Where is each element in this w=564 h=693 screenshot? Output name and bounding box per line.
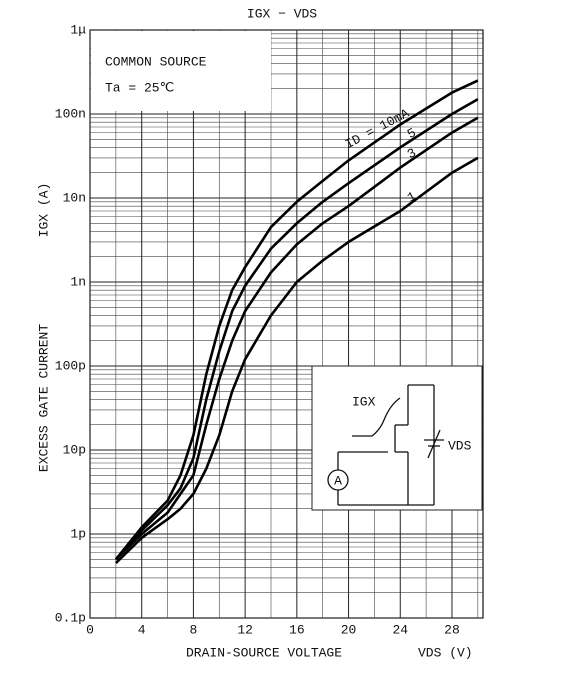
- series-label: 3: [405, 145, 419, 162]
- x-tick-label: 16: [289, 622, 305, 637]
- x-axis-label: DRAIN-SOURCE VOLTAGE: [186, 645, 342, 660]
- x-tick-label: 0: [86, 622, 94, 637]
- inset-box: [311, 365, 483, 511]
- y-tick-label: 100p: [55, 358, 86, 373]
- y-tick-label: 1μ: [70, 22, 86, 37]
- plot-frame: [89, 29, 484, 619]
- y-axis-label: EXCESS GATE CURRENT: [36, 324, 51, 472]
- x-tick-label: 4: [138, 622, 146, 637]
- y-tick-label: 1n: [70, 274, 86, 289]
- inset-label: IGX: [352, 394, 376, 409]
- grid: [89, 29, 484, 619]
- x-tick-label: 24: [392, 622, 408, 637]
- y-tick-label: 1p: [70, 526, 86, 541]
- y-tick-label: 10n: [63, 190, 86, 205]
- series-line: [114, 79, 479, 561]
- x-tick-label: 20: [341, 622, 357, 637]
- y-tick-label: 10p: [63, 442, 86, 457]
- series-line: [114, 98, 479, 561]
- curves: [114, 79, 479, 565]
- annotation: Ta = 25℃: [105, 80, 174, 95]
- inset-label: VDS: [448, 438, 472, 453]
- y-axis-unit: IGX (A): [36, 183, 51, 238]
- series-line: [114, 116, 479, 561]
- inset-circuit: IGX VDS A: [311, 365, 483, 511]
- x-tick-label: 28: [444, 622, 460, 637]
- y-tick-label: 0.1p: [55, 610, 86, 625]
- x-tick-label: 12: [237, 622, 253, 637]
- annotation: COMMON SOURCE: [105, 54, 207, 69]
- series-label: 1: [405, 189, 419, 206]
- x-tick-label: 8: [190, 622, 198, 637]
- series-line: [114, 156, 479, 565]
- note-box: [91, 31, 271, 111]
- inset-label: A: [334, 473, 342, 488]
- y-tick-label: 100n: [55, 106, 86, 121]
- x-axis-unit: VDS (V): [418, 645, 473, 660]
- chart-title: IGX − VDS: [247, 6, 317, 21]
